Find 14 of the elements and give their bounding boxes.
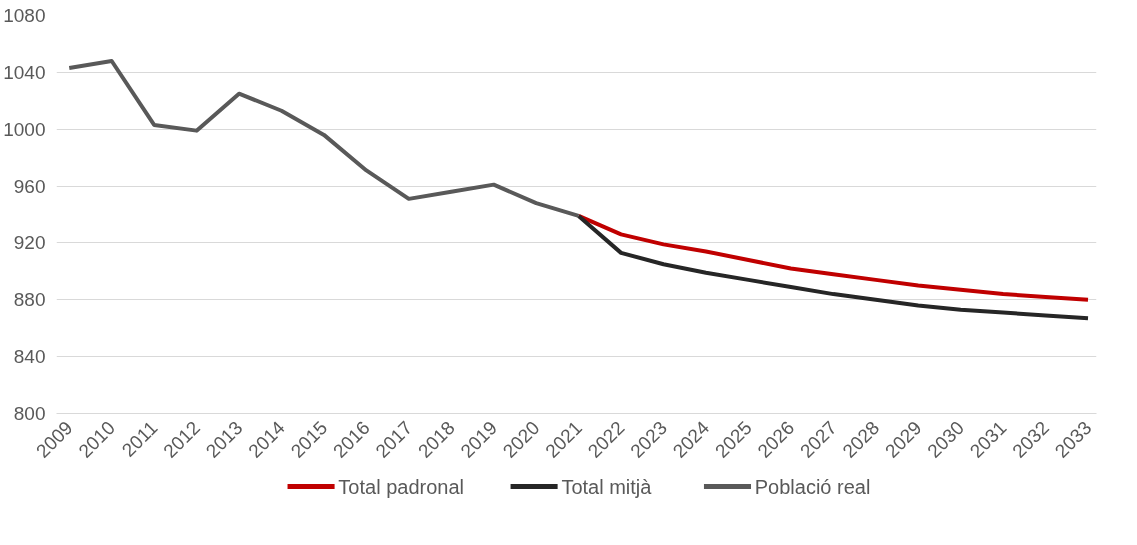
y-tick-label: 920: [13, 232, 46, 254]
y-tick-label: 840: [13, 346, 46, 368]
legend-label: Població real: [754, 475, 871, 498]
line-series: [576, 213, 1091, 302]
y-tick-label: 800: [13, 403, 46, 424]
y-tick-label: 1080: [3, 5, 46, 26]
legend-label: Total padronal: [338, 475, 465, 498]
line-series: [67, 58, 581, 218]
line-series: [576, 213, 1091, 321]
y-tick-label: 1040: [3, 61, 46, 83]
y-tick-label: 960: [13, 175, 46, 197]
legend-label: Total mitjà: [561, 475, 653, 498]
y-tick-label: 1000: [3, 118, 46, 140]
y-tick-label: 880: [13, 289, 46, 311]
